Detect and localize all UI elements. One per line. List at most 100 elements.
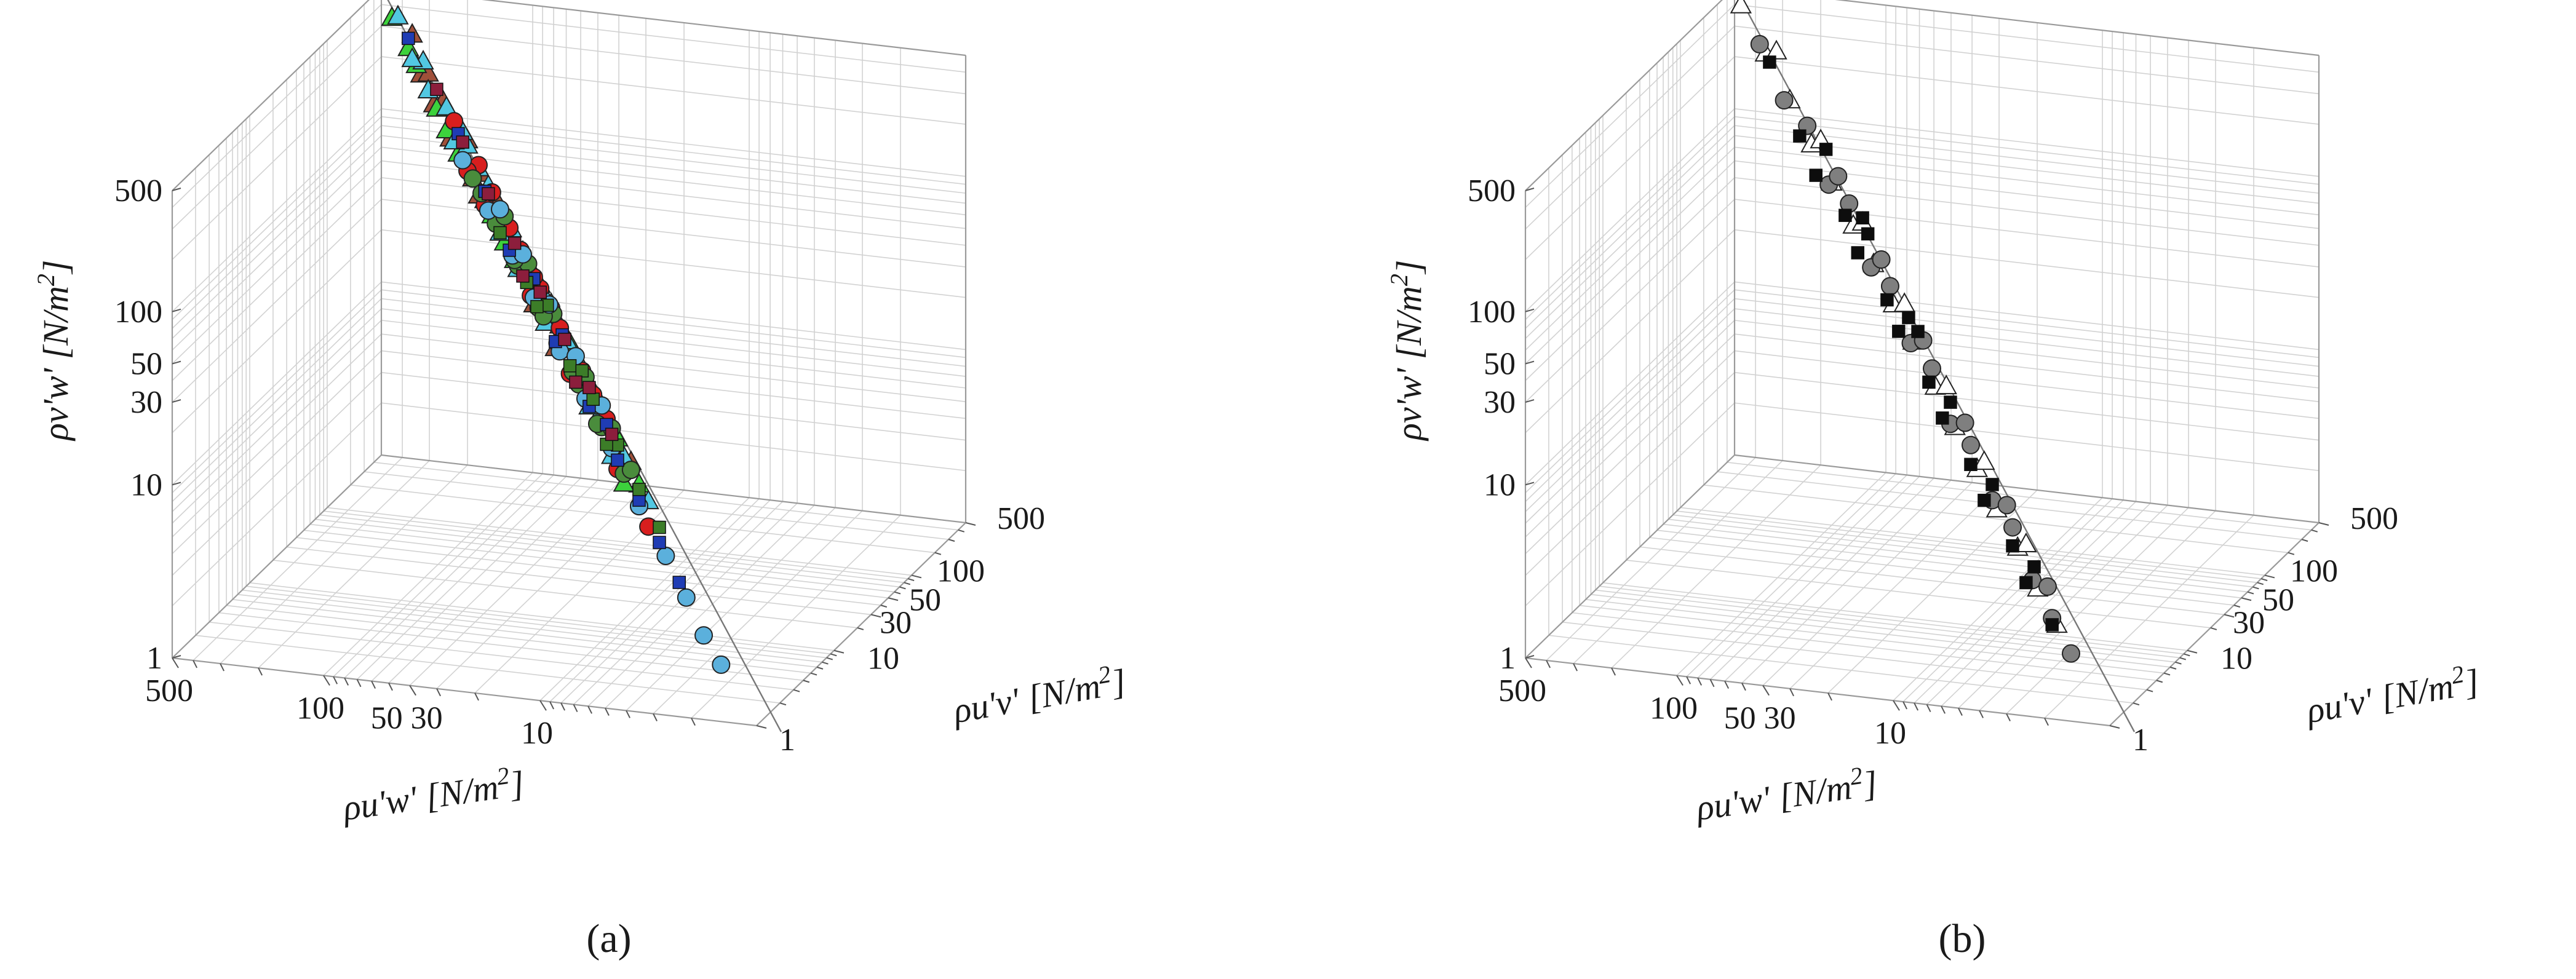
y-tick-label: 500 [145, 673, 193, 708]
data-point-s8-6 [582, 381, 596, 394]
data-point-s2-0 [1763, 55, 1776, 69]
data-point-s2-15 [1851, 246, 1865, 260]
x-tick-mark [888, 597, 899, 601]
x-minor-tick [948, 539, 955, 542]
data-point-s6-9 [672, 576, 686, 589]
x-tick-label: 1 [779, 723, 795, 758]
x-minor-tick [826, 657, 833, 660]
y-tick-mark [1525, 657, 1532, 668]
data-point-s2-7 [1922, 375, 1936, 389]
y-minor-tick [1546, 660, 1551, 668]
z-tick-label: 50 [130, 347, 162, 382]
data-point-s7-6 [632, 483, 646, 496]
x-tick-mark [965, 522, 976, 526]
x-minor-tick [934, 552, 942, 555]
z-axis-label: ρv'w' [N/m2] [32, 260, 76, 442]
y-tick-mark [409, 685, 416, 696]
y-tick-label: 500 [1498, 673, 1546, 708]
y-minor-tick [1902, 701, 1908, 710]
z-tick-mark [172, 308, 181, 312]
y-tick-mark [1676, 675, 1684, 686]
z-tick-mark [172, 482, 181, 486]
data-point-s1-19 [1955, 413, 1974, 432]
y-minor-tick [653, 713, 658, 722]
data-point-s2-10 [1986, 478, 1999, 491]
data-points [381, 4, 731, 674]
x-minor-tick [779, 702, 787, 706]
x-minor-tick [2252, 586, 2259, 590]
x-tick-label: 10 [867, 641, 899, 676]
y-minor-tick [193, 660, 198, 668]
y-minor-tick [344, 677, 349, 686]
data-point-s0-0 [1730, 0, 1752, 14]
x-minor-tick [2247, 591, 2254, 595]
x-tick-label: 30 [880, 605, 912, 640]
data-point-s6-6 [611, 453, 624, 467]
y-minor-tick [220, 663, 225, 672]
data-point-s2-2 [435, 95, 458, 116]
data-point-s4-0 [463, 169, 482, 188]
y-axis-label: ρu'w' [N/m2] [339, 759, 527, 828]
data-point-s1-6 [1880, 277, 1899, 296]
y-minor-tick [1709, 679, 1715, 688]
z-tick-label: 500 [1468, 173, 1516, 208]
y-minor-tick [1724, 681, 1730, 689]
y-minor-tick [2044, 718, 2049, 726]
data-point-s8-7 [605, 427, 619, 442]
z-tick-label: 10 [130, 467, 162, 502]
y-tick-label: 50 30 [371, 701, 443, 736]
data-point-s2-0 [387, 4, 409, 25]
data-points [1730, 0, 2080, 663]
z-tick-label: 1 [1500, 641, 1516, 676]
data-point-s8-1 [456, 135, 469, 149]
y-minor-tick [691, 718, 696, 726]
data-point-s1-0 [1750, 34, 1769, 54]
z-tick-label: 100 [114, 295, 162, 330]
y-minor-tick [573, 704, 578, 713]
grid-lines [1525, 0, 2320, 726]
x-tick-mark [2318, 522, 2329, 526]
y-tick-mark [323, 675, 330, 686]
data-point-s5-11 [712, 655, 731, 674]
y-minor-tick [1926, 704, 1931, 713]
y-minor-tick [474, 692, 479, 701]
data-point-s1-17 [1872, 250, 1891, 269]
x-minor-tick [2169, 666, 2177, 670]
y-tick-mark [539, 700, 547, 711]
z-tick-mark [1525, 655, 1535, 659]
z-tick-label: 100 [1468, 295, 1516, 330]
data-point-s1-21 [2038, 577, 2057, 596]
panel-label-b: (b) [1939, 916, 1986, 961]
data-point-s7-7 [653, 520, 666, 534]
axes-frame [1524, 0, 2320, 727]
x-minor-tick [857, 627, 864, 630]
x-minor-tick [2301, 539, 2308, 542]
y-minor-tick [1686, 676, 1691, 684]
data-point-s2-17 [1936, 411, 1949, 425]
x-tick-label: 10 [2220, 641, 2252, 676]
y-minor-tick [1789, 688, 1794, 697]
data-point-s2-8 [1944, 395, 1957, 409]
data-point-s5-9 [677, 588, 696, 607]
data-point-s7-9 [575, 364, 589, 378]
x-tick-label: 1 [2133, 723, 2149, 758]
data-point-s1-10 [1961, 435, 1980, 454]
x-tick-mark [911, 574, 922, 579]
data-point-s8-8 [516, 269, 530, 283]
x-tick-label: 100 [937, 553, 985, 589]
data-point-s1-12 [2003, 518, 2022, 537]
x-tick-mark [756, 725, 767, 729]
y-minor-tick [258, 667, 263, 676]
x-tick-label: 50 [2262, 582, 2294, 617]
data-point-s1-20 [1997, 496, 2016, 515]
x-minor-tick [2288, 552, 2295, 555]
grid-lines [172, 0, 966, 726]
data-point-s2-12 [401, 47, 423, 68]
x-tick-mark [2224, 614, 2235, 618]
x-tick-label: 500 [2350, 501, 2398, 536]
z-tick-mark [1525, 308, 1535, 312]
z-tick-mark [1525, 188, 1535, 191]
data-point-s1-1 [1775, 91, 1794, 110]
z-tick-label: 10 [1484, 467, 1516, 502]
